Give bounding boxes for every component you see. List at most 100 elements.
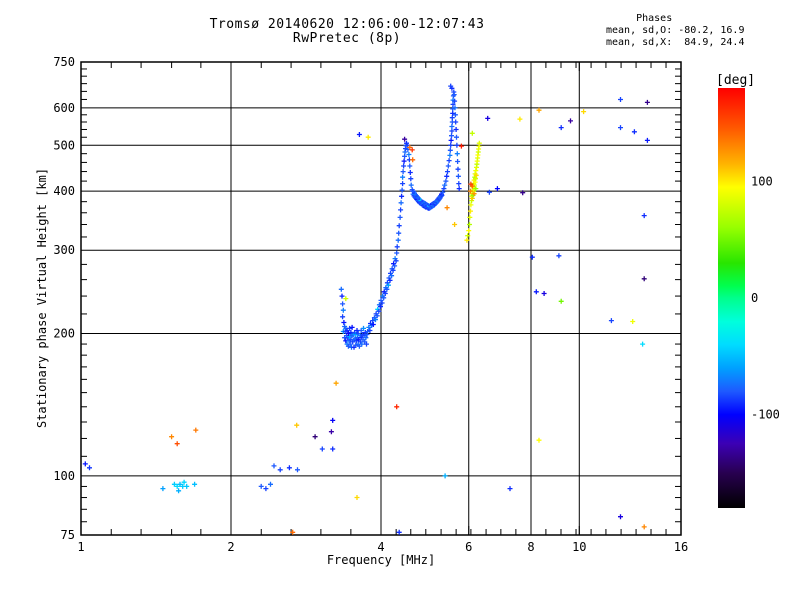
data-point xyxy=(455,159,461,164)
x-axis-title: Frequency [MHz] xyxy=(326,553,436,567)
data-point xyxy=(338,286,344,292)
data-point xyxy=(398,200,404,206)
data-point xyxy=(608,318,614,324)
data-point xyxy=(399,193,405,199)
data-point xyxy=(454,142,460,148)
data-point xyxy=(465,233,471,239)
x-tick-label: 8 xyxy=(527,540,534,554)
data-point xyxy=(385,282,391,288)
data-point xyxy=(354,495,360,500)
data-point xyxy=(319,446,325,452)
y-tick-label: 100 xyxy=(53,469,75,483)
data-point xyxy=(529,254,535,260)
data-point xyxy=(356,132,362,137)
data-point xyxy=(390,267,396,273)
data-point xyxy=(339,293,345,299)
phases-o-mode-stats: mean, sd,O: -80.2, 16.9 xyxy=(606,25,745,36)
data-point xyxy=(340,307,346,313)
data-point xyxy=(630,319,636,324)
x-tick-label: 1 xyxy=(77,540,84,554)
data-point xyxy=(294,422,300,428)
data-point xyxy=(446,158,452,164)
data-point xyxy=(441,186,447,192)
data-point xyxy=(347,334,353,340)
y-tick-label: 600 xyxy=(53,101,75,115)
data-point xyxy=(365,134,371,140)
y-tick-label: 300 xyxy=(53,243,75,257)
data-point xyxy=(394,404,400,410)
data-point xyxy=(469,130,475,136)
data-point xyxy=(536,437,542,443)
data-point xyxy=(382,291,388,296)
data-point xyxy=(193,427,199,433)
data-point xyxy=(449,124,455,129)
data-point xyxy=(517,116,523,122)
data-point xyxy=(333,380,339,386)
data-point xyxy=(494,186,500,192)
data-point xyxy=(558,125,564,131)
data-point xyxy=(468,188,473,194)
data-point xyxy=(387,277,393,283)
data-point xyxy=(401,158,407,164)
y-tick-label: 200 xyxy=(53,327,75,341)
data-point xyxy=(456,181,462,187)
data-point xyxy=(476,140,482,146)
data-point xyxy=(393,258,399,264)
data-point xyxy=(290,529,296,535)
data-point xyxy=(467,222,472,227)
data-point xyxy=(398,207,404,213)
data-point xyxy=(395,237,401,243)
colorbar-unit-label: [deg] xyxy=(716,73,755,88)
y-axis-title: Stationary phase Virtual Height [km] xyxy=(35,167,49,429)
data-point xyxy=(364,341,369,347)
data-point xyxy=(271,463,277,469)
data-point xyxy=(469,195,475,201)
x-tick-label: 16 xyxy=(674,540,688,554)
data-point xyxy=(192,481,198,487)
data-point xyxy=(533,289,539,295)
data-point xyxy=(473,176,478,182)
data-point xyxy=(449,133,454,139)
colorbar xyxy=(718,88,745,508)
data-point xyxy=(447,152,453,158)
data-point xyxy=(184,483,190,489)
data-point xyxy=(452,222,458,227)
data-point xyxy=(353,338,359,344)
data-point xyxy=(558,298,564,304)
data-point xyxy=(442,182,448,188)
data-point xyxy=(641,524,647,530)
data-point xyxy=(443,178,449,184)
colorbar-tick-label: 0 xyxy=(751,291,758,305)
data-point xyxy=(450,101,456,107)
data-point xyxy=(87,465,92,471)
data-point xyxy=(400,169,406,175)
data-point xyxy=(399,187,405,193)
data-point xyxy=(468,202,474,208)
data-point xyxy=(471,191,477,197)
data-point xyxy=(169,434,175,440)
y-tick-label: 75 xyxy=(61,528,75,542)
data-point xyxy=(400,174,406,180)
data-point xyxy=(464,237,470,243)
data-point xyxy=(407,170,413,175)
data-point xyxy=(340,314,346,320)
data-point xyxy=(641,276,647,282)
data-point xyxy=(397,214,403,220)
data-point xyxy=(467,214,473,220)
data-point xyxy=(456,186,462,192)
data-point xyxy=(408,182,414,188)
data-point xyxy=(381,295,387,301)
data-point xyxy=(363,335,369,341)
data-point xyxy=(581,109,587,115)
data-point xyxy=(286,465,292,471)
data-point xyxy=(448,137,454,143)
data-point xyxy=(445,169,450,175)
data-point xyxy=(453,127,459,132)
data-point xyxy=(641,213,647,219)
data-point xyxy=(452,105,458,111)
colorbar-tick-label: -100 xyxy=(751,408,780,422)
data-point xyxy=(295,467,300,473)
data-point xyxy=(454,134,459,140)
data-point xyxy=(330,446,336,452)
